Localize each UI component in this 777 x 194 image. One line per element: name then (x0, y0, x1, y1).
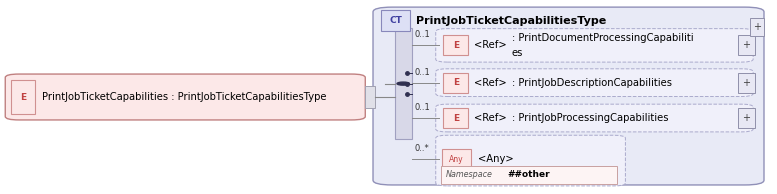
Bar (441, 166, 617, 184)
Text: PrintJobTicketCapabilities : PrintJobTicketCapabilitiesType: PrintJobTicketCapabilities : PrintJobTic… (43, 92, 327, 102)
Bar (737, 73, 754, 93)
Bar (737, 108, 754, 128)
Text: E: E (453, 78, 459, 87)
Text: E: E (453, 113, 459, 123)
Text: 0..1: 0..1 (415, 103, 430, 112)
Bar (444, 35, 469, 55)
Bar (444, 108, 469, 128)
Bar (365, 86, 375, 108)
FancyBboxPatch shape (373, 7, 764, 185)
Bar (395, 28, 412, 139)
Text: : PrintDocumentProcessingCapabiliti: : PrintDocumentProcessingCapabiliti (511, 33, 693, 43)
Bar (442, 149, 472, 169)
Bar (381, 10, 410, 31)
Bar (737, 35, 754, 55)
Text: +: + (742, 78, 750, 88)
Circle shape (397, 82, 409, 85)
Text: <Ref>: <Ref> (475, 113, 507, 123)
FancyBboxPatch shape (436, 29, 753, 62)
Text: <Any>: <Any> (478, 154, 513, 164)
Bar (12, 80, 35, 114)
FancyBboxPatch shape (436, 135, 625, 186)
Text: : PrintJobProcessingCapabilities: : PrintJobProcessingCapabilities (511, 113, 668, 123)
Text: Namespace: Namespace (446, 170, 493, 179)
Bar (750, 18, 764, 36)
Text: CT: CT (389, 16, 402, 25)
Text: E: E (453, 41, 459, 50)
Text: 0..1: 0..1 (415, 30, 430, 39)
Text: : PrintJobDescriptionCapabilities: : PrintJobDescriptionCapabilities (511, 78, 671, 88)
Text: +: + (753, 22, 761, 32)
Text: <Ref>: <Ref> (475, 40, 507, 50)
FancyBboxPatch shape (5, 74, 365, 120)
Text: E: E (20, 93, 26, 101)
Text: ##other: ##other (507, 170, 549, 179)
Text: +: + (742, 40, 750, 50)
FancyBboxPatch shape (436, 104, 753, 132)
Text: PrintJobTicketCapabilitiesType: PrintJobTicketCapabilitiesType (416, 16, 606, 26)
Text: 0..1: 0..1 (415, 68, 430, 77)
Text: <Ref>: <Ref> (475, 78, 507, 88)
Bar (444, 73, 469, 93)
Text: es: es (511, 48, 523, 58)
Text: +: + (742, 113, 750, 123)
Text: 0..*: 0..* (415, 144, 430, 153)
Text: Any: Any (449, 155, 464, 164)
FancyBboxPatch shape (436, 69, 753, 97)
